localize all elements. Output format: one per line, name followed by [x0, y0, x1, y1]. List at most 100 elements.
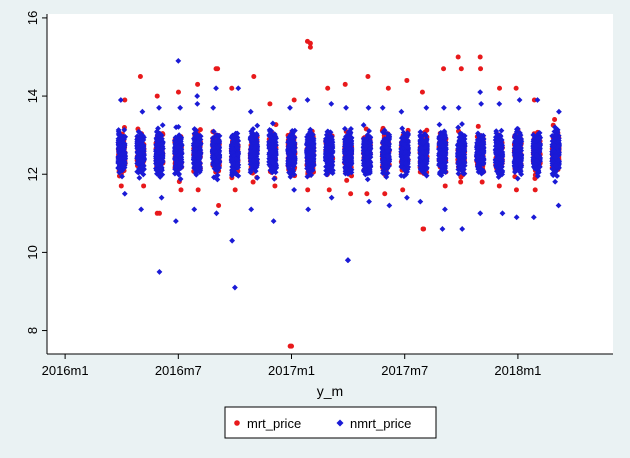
nmrt_price-point	[172, 156, 179, 163]
nmrt_price-point	[190, 156, 197, 163]
mrt_price-point	[305, 187, 311, 193]
nmrt_price-point	[116, 149, 123, 155]
nmrt_price-point	[233, 130, 239, 137]
mrt_price-point	[364, 191, 370, 197]
nmrt_price-point	[115, 145, 122, 152]
nmrt_price-point	[134, 155, 141, 162]
nmrt_price-point	[153, 153, 160, 160]
nmrt_price-point	[215, 133, 222, 140]
nmrt_price-point	[230, 160, 237, 167]
mrt_price-point	[404, 77, 410, 83]
nmrt_price-point	[176, 162, 183, 169]
mrt_price-point	[118, 183, 124, 189]
nmrt_price-point	[138, 206, 145, 213]
mrt_price-point	[497, 85, 503, 91]
nmrt_price-point	[156, 104, 162, 111]
mrt_price-point	[424, 127, 430, 133]
nmrt_price-point	[210, 154, 217, 160]
nmrt_price-point	[229, 146, 235, 153]
nmrt_price-point	[173, 163, 180, 170]
nmrt_price-point	[212, 148, 218, 155]
nmrt_price-point	[139, 164, 145, 170]
nmrt_price-point	[210, 138, 216, 145]
mrt_price-point	[441, 66, 447, 72]
data-points	[115, 38, 563, 349]
nmrt_price-point	[134, 140, 141, 147]
nmrt_price-point	[137, 129, 144, 136]
mrt_price-outlier	[458, 66, 464, 72]
nmrt_price-point	[120, 150, 127, 157]
nmrt_price-point	[213, 210, 220, 217]
mrt_price-point	[154, 93, 160, 99]
nmrt_price-point	[196, 145, 203, 151]
nmrt_price-point	[210, 161, 216, 168]
mrt_price-point	[349, 173, 355, 179]
nmrt_price-point	[155, 145, 161, 152]
mrt_price-outlier	[307, 40, 313, 46]
nmrt_price-point	[134, 168, 141, 175]
mrt_price-point	[478, 66, 484, 72]
mrt_price-point	[496, 183, 502, 189]
mrt_price-point	[552, 117, 558, 123]
nmrt_price-point	[234, 145, 241, 152]
nmrt_price-point	[138, 158, 145, 165]
nmrt_price-point	[172, 138, 179, 144]
mrt_price-point	[122, 97, 128, 103]
nmrt_price-point	[177, 176, 184, 182]
nmrt_price-point	[140, 167, 146, 174]
mrt_price-point	[137, 74, 143, 80]
nmrt_price-point	[119, 173, 125, 180]
nmrt_price-point	[117, 156, 124, 162]
nmrt_price-point	[120, 163, 127, 170]
mrt_price-point	[348, 191, 354, 197]
nmrt_price-point	[118, 135, 125, 142]
nmrt_price-point	[197, 133, 204, 140]
nmrt_price-point	[154, 129, 160, 136]
mrt_price-point	[141, 183, 147, 189]
nmrt_price-point	[234, 161, 241, 168]
nmrt_price-point	[159, 122, 166, 129]
mrt_price-point	[419, 89, 425, 95]
mrt_price-point	[229, 85, 235, 91]
nmrt_price-point	[210, 104, 217, 111]
nmrt_price-point	[175, 123, 182, 130]
nmrt_price-point	[115, 165, 122, 172]
nmrt_price-point	[115, 127, 122, 133]
nmrt_price-point	[177, 136, 183, 143]
nmrt_price-point	[158, 153, 165, 160]
nmrt_price-point	[191, 130, 198, 137]
mrt_price-outlier	[477, 54, 483, 60]
nmrt_price-point	[247, 108, 254, 115]
nmrt_price-point	[214, 158, 220, 165]
mrt_price-point	[232, 187, 238, 193]
nmrt_price-point	[137, 132, 144, 139]
nmrt_price-point	[137, 151, 143, 157]
nmrt_price-point	[235, 85, 242, 92]
nmrt_price-point	[215, 163, 222, 170]
nmrt_price-point	[139, 147, 146, 153]
nmrt_price-point	[139, 137, 146, 144]
nmrt_price-point	[154, 161, 160, 168]
nmrt_price-point	[117, 142, 124, 149]
mrt_price-outlier	[289, 343, 295, 349]
nmrt_price-point	[154, 142, 160, 148]
nmrt_price-point	[136, 174, 143, 181]
nmrt_price-point	[235, 151, 241, 158]
nmrt_price-point	[178, 142, 185, 148]
nmrt_price-point	[159, 135, 165, 142]
nmrt_price-point	[193, 127, 199, 134]
mrt_price-point	[195, 81, 201, 87]
mrt_price-point	[532, 187, 538, 193]
mrt_price-point	[400, 187, 406, 193]
nmrt_price-point	[178, 154, 184, 161]
mrt_price-point	[326, 187, 332, 193]
mrt_price-outlier	[213, 66, 219, 72]
mrt_price-point	[458, 174, 464, 180]
nmrt_price-point	[158, 166, 165, 172]
mrt_price-outlier	[156, 210, 162, 216]
nmrt_price-point	[214, 137, 221, 144]
nmrt_price-point	[155, 171, 162, 178]
nmrt_price-point	[173, 152, 180, 159]
nmrt_price-point	[229, 156, 236, 163]
